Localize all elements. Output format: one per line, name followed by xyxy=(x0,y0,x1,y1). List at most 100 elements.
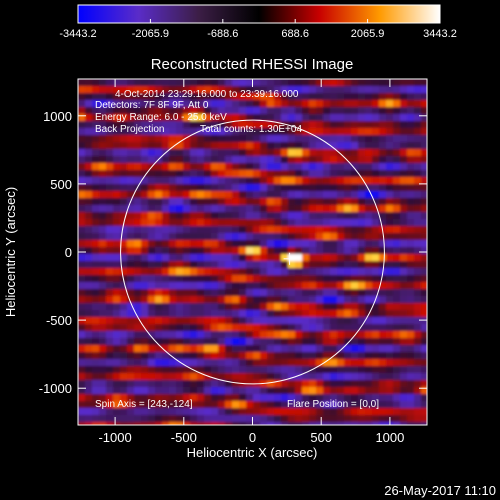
heatmap-cell xyxy=(246,86,254,94)
heatmap-cell xyxy=(386,303,394,311)
heatmap-cell xyxy=(169,275,177,283)
heatmap-cell xyxy=(232,282,240,290)
heatmap-cell xyxy=(197,373,205,381)
heatmap-cell xyxy=(358,268,366,276)
heatmap-cell xyxy=(358,394,366,402)
heatmap-cell xyxy=(344,184,352,192)
heatmap-cell xyxy=(218,205,226,213)
heatmap-cell xyxy=(246,317,254,325)
heatmap-cell xyxy=(204,198,212,206)
heatmap-cell xyxy=(239,303,247,311)
heatmap-cell xyxy=(197,170,205,178)
heatmap-cell xyxy=(400,212,408,220)
heatmap-cell xyxy=(85,247,93,255)
heatmap-cell xyxy=(197,352,205,360)
heatmap-cell xyxy=(372,212,380,220)
heatmap-cell xyxy=(162,317,170,325)
heatmap-cell xyxy=(85,142,93,150)
heatmap-cell xyxy=(414,226,422,234)
heatmap-cell xyxy=(176,170,184,178)
heatmap-cell xyxy=(267,261,275,269)
heatmap-cell xyxy=(316,289,324,297)
heatmap-cell xyxy=(351,345,359,353)
heatmap-cell xyxy=(379,359,387,367)
heatmap-cell xyxy=(218,114,226,122)
heatmap-cell xyxy=(218,198,226,206)
heatmap-cell xyxy=(155,100,163,108)
heatmap-cell xyxy=(232,226,240,234)
heatmap-cell xyxy=(309,303,317,311)
heatmap-cell xyxy=(288,268,296,276)
heatmap-cell xyxy=(330,128,338,136)
heatmap-cell xyxy=(414,86,422,94)
heatmap-cell xyxy=(148,296,156,304)
heatmap-cell xyxy=(379,345,387,353)
heatmap-cell xyxy=(183,114,191,122)
heatmap-cell xyxy=(330,247,338,255)
heatmap-cell xyxy=(267,303,275,311)
heatmap-cell xyxy=(393,149,401,157)
heatmap-cell xyxy=(337,415,345,423)
heatmap-cell xyxy=(274,177,282,185)
heatmap-cell xyxy=(295,261,303,269)
heatmap-cell xyxy=(351,254,359,262)
heatmap-cell xyxy=(106,394,114,402)
heatmap-cell xyxy=(190,380,198,388)
heatmap-cell xyxy=(372,401,380,409)
heatmap-cell xyxy=(407,184,415,192)
heatmap-cell xyxy=(232,128,240,136)
heatmap-cell xyxy=(267,170,275,178)
heatmap-cell xyxy=(351,408,359,416)
heatmap-cell xyxy=(295,114,303,122)
heatmap-cell xyxy=(309,219,317,227)
heatmap-cell xyxy=(225,268,233,276)
heatmap-cell xyxy=(106,317,114,325)
heatmap-cell xyxy=(372,79,380,87)
heatmap-cell xyxy=(92,394,100,402)
heatmap-cell xyxy=(239,401,247,409)
heatmap-cell xyxy=(281,310,289,318)
heatmap-cell xyxy=(351,135,359,143)
heatmap-cell xyxy=(337,142,345,150)
heatmap-cell xyxy=(99,163,107,171)
heatmap-cell xyxy=(323,373,331,381)
heatmap-cell xyxy=(162,142,170,150)
heatmap-cell xyxy=(386,366,394,374)
heatmap-cell xyxy=(197,254,205,262)
heatmap-cell xyxy=(211,135,219,143)
heatmap-cell xyxy=(330,268,338,276)
chart-title: Reconstructed RHESSI Image xyxy=(151,56,354,73)
heatmap-cell xyxy=(106,338,114,346)
heatmap-cell xyxy=(323,408,331,416)
heatmap-cell xyxy=(92,233,100,241)
heatmap-cell xyxy=(211,296,219,304)
heatmap-cell xyxy=(358,121,366,129)
heatmap-cell xyxy=(260,352,268,360)
heatmap-cell xyxy=(414,233,422,241)
heatmap-cell xyxy=(239,212,247,220)
heatmap-cell xyxy=(120,338,128,346)
heatmap-cell xyxy=(330,205,338,213)
heatmap-cell xyxy=(176,380,184,388)
heatmap-cell xyxy=(365,324,373,332)
heatmap-cell xyxy=(288,275,296,283)
heatmap-cell xyxy=(169,359,177,367)
heatmap-cell xyxy=(344,394,352,402)
heatmap-cell xyxy=(365,331,373,339)
heatmap-cell xyxy=(85,184,93,192)
heatmap-cell xyxy=(337,86,345,94)
heatmap-cell xyxy=(155,331,163,339)
heatmap-cell xyxy=(372,128,380,136)
heatmap-cell xyxy=(253,338,261,346)
heatmap-cell xyxy=(211,268,219,276)
heatmap-cell xyxy=(204,163,212,171)
heatmap-cell xyxy=(78,268,86,276)
heatmap-cell xyxy=(197,149,205,157)
heatmap-cell xyxy=(99,275,107,283)
heatmap-cell xyxy=(183,163,191,171)
heatmap-cell xyxy=(281,261,289,269)
heatmap-cell xyxy=(295,163,303,171)
heatmap-cell xyxy=(421,331,427,339)
heatmap-cell xyxy=(127,233,135,241)
footer-date: 26-May-2017 11:10 xyxy=(384,483,496,498)
